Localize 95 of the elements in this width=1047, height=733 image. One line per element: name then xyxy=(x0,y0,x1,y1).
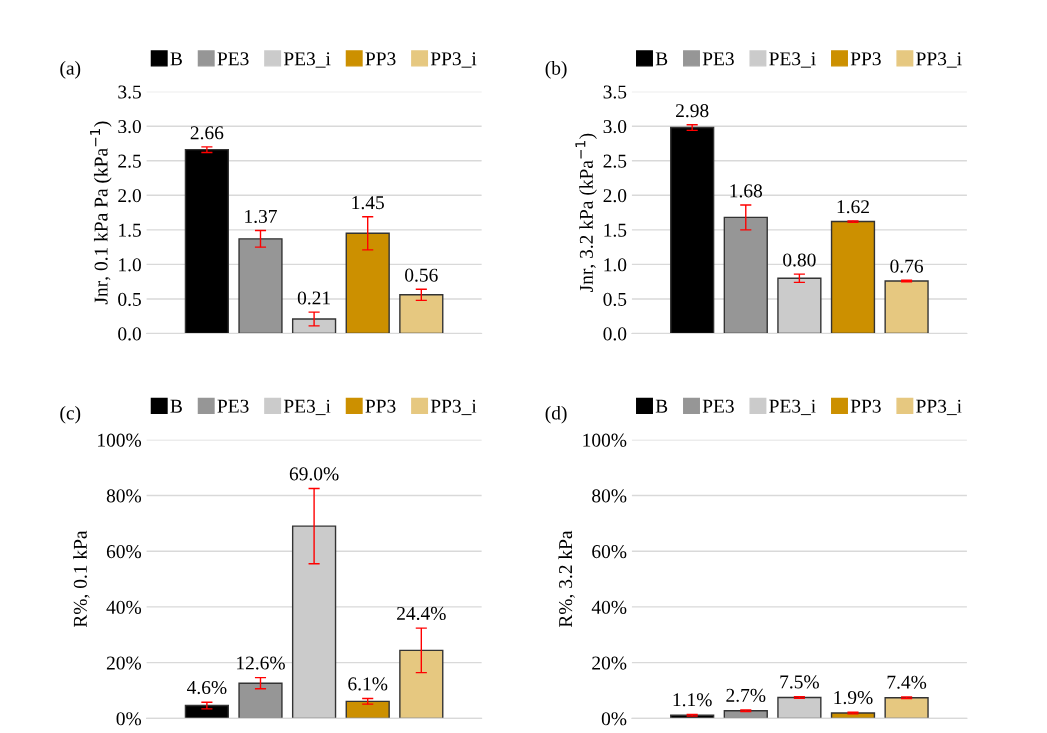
bar xyxy=(399,649,444,719)
y-tick-label: 1.5 xyxy=(604,223,627,237)
y-tick-label: 80% xyxy=(106,489,142,503)
chart-title: (a) xyxy=(60,61,81,79)
data-label: 6.1% xyxy=(348,677,388,691)
y-tick-label: 2.0 xyxy=(603,189,627,203)
data-label: 7.5% xyxy=(780,675,819,689)
data-label: 2.7% xyxy=(726,688,766,702)
bar xyxy=(238,238,283,334)
legend-label: PE3_i xyxy=(283,399,331,416)
y-tick-label: 1.5 xyxy=(119,223,141,237)
bar xyxy=(777,696,822,719)
data-label: 1.37 xyxy=(245,209,277,224)
legend-label: PP3_i xyxy=(430,399,477,416)
legend-label: PE3 xyxy=(217,399,249,413)
y-tick-label: 2.5 xyxy=(603,154,627,168)
chart-title: (d) xyxy=(545,405,567,424)
y-tick-label: 3.0 xyxy=(118,120,141,134)
y-tick-label: 3.5 xyxy=(603,85,627,99)
data-label: 0.80 xyxy=(783,253,816,267)
y-axis-title: Jnr, 0.1 kPa Pa (kPa$^{−1}$) xyxy=(90,121,112,305)
bar xyxy=(830,220,876,334)
y-axis-title: Jnr, 3.2 kPa (kPa$^{−1}$) xyxy=(575,133,597,292)
bar xyxy=(884,280,929,334)
legend-label: PP3 xyxy=(365,52,396,66)
bar xyxy=(884,697,929,719)
legend-label: B xyxy=(170,52,182,66)
legend-label: PP3_i xyxy=(916,52,962,68)
y-tick-label: 1.0 xyxy=(604,258,627,272)
data-label: 2.66 xyxy=(190,126,224,140)
y-tick-label: 40% xyxy=(106,600,142,614)
legend-label: PE3 xyxy=(702,399,734,413)
legend-label: PE3_i xyxy=(769,399,816,416)
y-tick-label: 60% xyxy=(592,545,627,559)
bar xyxy=(291,318,337,334)
bar xyxy=(184,148,230,334)
bar xyxy=(345,700,390,719)
data-label: 7.4% xyxy=(887,675,927,689)
data-label: 1.1% xyxy=(673,693,712,707)
y-tick-label: 20% xyxy=(106,656,142,670)
data-label: 1.62 xyxy=(837,200,869,214)
legend-label: B xyxy=(170,399,182,413)
y-tick-label: 0.0 xyxy=(603,327,627,341)
legend-label: PE3 xyxy=(217,52,249,66)
y-axis-title: R%, 3.2 kPa xyxy=(558,530,575,628)
y-tick-label: 0.5 xyxy=(603,292,627,306)
y-tick-label: 0% xyxy=(601,712,627,726)
y-tick-label: 80% xyxy=(592,489,627,503)
bar xyxy=(184,704,230,719)
chart-title: (b) xyxy=(545,61,567,79)
data-label: 2.98 xyxy=(676,104,709,118)
y-axis-title: R%, 0.1 kPa xyxy=(73,530,90,628)
y-tick-label: 40% xyxy=(591,600,627,614)
data-label: 1.9% xyxy=(834,690,873,705)
legend-label: PP3_i xyxy=(430,52,477,68)
bar xyxy=(723,216,768,334)
bar xyxy=(345,232,390,334)
y-tick-label: 100% xyxy=(583,433,627,447)
legend-label: PP3 xyxy=(850,52,881,66)
legend-label: PP3_i xyxy=(916,399,962,416)
data-label: 0.76 xyxy=(890,259,924,273)
data-label: 4.6% xyxy=(187,680,227,695)
y-tick-label: 0.0 xyxy=(118,327,141,341)
data-label: 0.21 xyxy=(297,291,330,305)
bar xyxy=(830,712,876,719)
y-tick-label: 0.5 xyxy=(118,292,141,306)
legend-label: PE3 xyxy=(702,52,734,66)
bar xyxy=(291,525,337,719)
data-label: 12.6% xyxy=(237,656,285,670)
legend-label: PE3_i xyxy=(769,52,816,68)
data-label: 24.4% xyxy=(397,606,446,621)
bar xyxy=(670,126,715,334)
bar xyxy=(777,277,822,334)
data-label: 1.68 xyxy=(730,184,763,198)
bar xyxy=(238,682,283,719)
y-tick-label: 3.5 xyxy=(118,85,141,99)
bar xyxy=(723,710,768,719)
legend-label: B xyxy=(655,52,668,66)
y-tick-label: 3.0 xyxy=(603,120,627,134)
data-label: 69.0% xyxy=(289,467,339,481)
y-tick-label: 0% xyxy=(116,712,142,726)
chart-title: (c) xyxy=(60,405,81,424)
data-label: 0.56 xyxy=(405,268,438,282)
legend-label: PP3 xyxy=(365,399,396,413)
y-tick-label: 60% xyxy=(106,545,142,559)
legend-label: PE3_i xyxy=(283,52,331,68)
y-tick-label: 100% xyxy=(98,433,142,447)
legend-label: B xyxy=(655,399,668,413)
y-tick-label: 2.0 xyxy=(118,189,141,203)
y-tick-label: 2.5 xyxy=(118,154,141,168)
data-label: 1.45 xyxy=(352,196,384,210)
y-tick-label: 20% xyxy=(592,656,627,670)
y-tick-label: 1.0 xyxy=(119,258,141,272)
legend-label: PP3 xyxy=(850,399,881,413)
bar xyxy=(399,294,444,334)
